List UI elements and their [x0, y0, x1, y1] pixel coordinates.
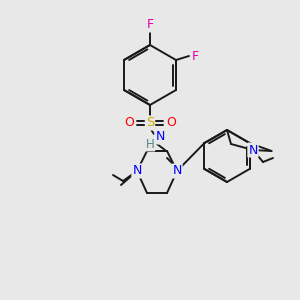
Text: H: H: [146, 137, 154, 151]
Text: N: N: [248, 143, 258, 157]
Text: N: N: [172, 164, 182, 178]
Text: O: O: [166, 116, 176, 130]
Text: N: N: [155, 130, 165, 143]
Text: N: N: [132, 164, 142, 178]
Text: F: F: [146, 19, 154, 32]
Text: O: O: [124, 116, 134, 130]
Text: S: S: [146, 116, 154, 130]
Text: F: F: [191, 50, 199, 62]
